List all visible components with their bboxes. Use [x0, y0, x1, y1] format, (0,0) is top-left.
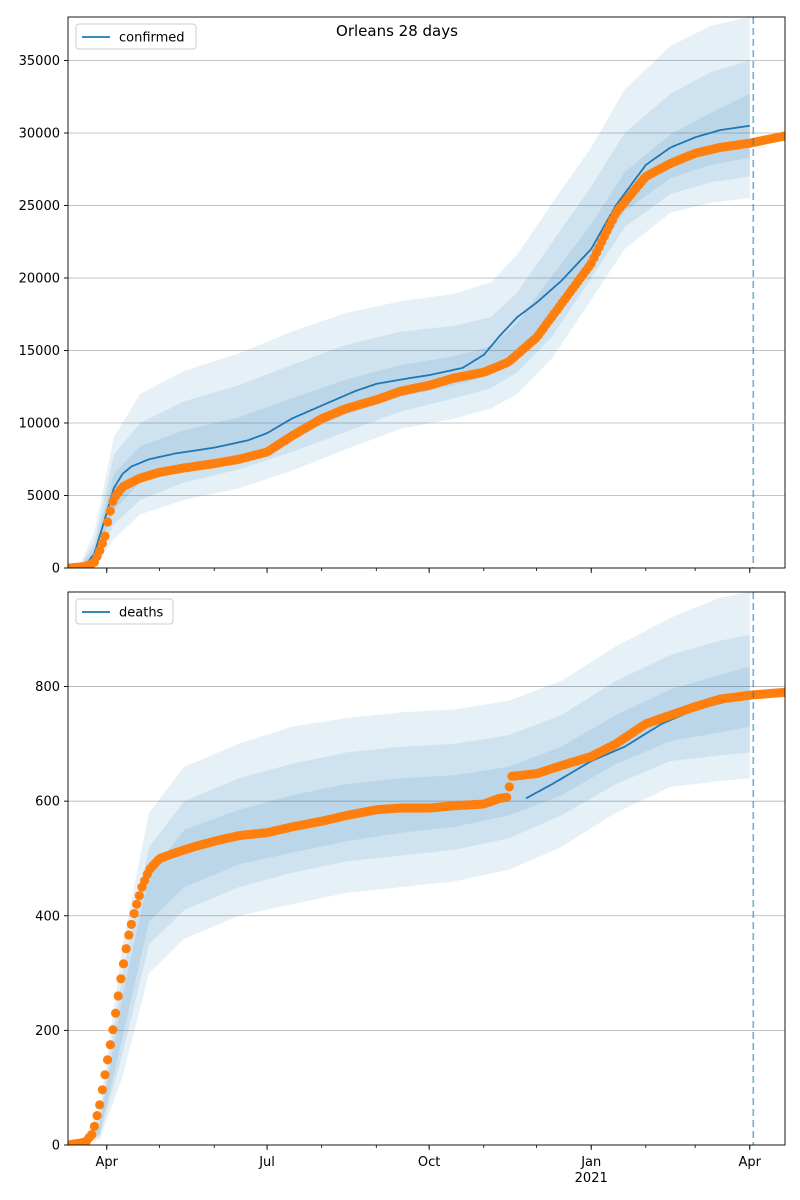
axes-frame	[67, 591, 786, 1146]
observed-point	[95, 546, 105, 556]
observed-point	[126, 919, 136, 930]
legend: confirmed	[75, 23, 197, 50]
x-tick-label: Apr	[96, 1155, 119, 1170]
y-tick-label: 15000	[19, 344, 60, 359]
observed-point	[87, 1130, 97, 1140]
uncertainty-band-inner	[78, 93, 750, 568]
figure-title: Orleans 28 days	[336, 22, 458, 40]
y-tick-label: 0	[52, 1139, 60, 1154]
uncertainty-band-outer	[78, 592, 750, 1145]
y-tick-label: 30000	[19, 127, 60, 142]
observed-point	[105, 506, 115, 516]
observed-point	[779, 131, 785, 141]
observed-point	[108, 1025, 118, 1035]
observed-point	[100, 531, 110, 541]
observed-point	[103, 1055, 113, 1065]
x-tick-label: Jul	[258, 1155, 275, 1170]
confirmed-panel: 0 5000 10000 15000 20000 25000 30000 35000 confi…	[19, 16, 786, 577]
x-tick-label: Apr	[739, 1155, 762, 1170]
observed-point	[132, 899, 142, 909]
observed-point	[779, 687, 785, 697]
y-tick-label: 35000	[19, 54, 60, 69]
y-tick-label: 600	[35, 795, 60, 810]
observed-point	[97, 1085, 107, 1095]
y-tick-label: 20000	[19, 272, 60, 287]
observed-point	[92, 1111, 102, 1121]
observed-point	[129, 909, 139, 919]
legend-label: confirmed	[119, 31, 185, 46]
y-tick-label: 800	[35, 680, 60, 695]
legend-box	[75, 598, 174, 625]
observed-point	[121, 944, 131, 954]
x-tick-label: Jan	[580, 1155, 601, 1170]
observed-point	[105, 1040, 115, 1050]
observed-point	[89, 1121, 99, 1131]
x-tick-label: Oct	[418, 1155, 440, 1170]
uncertainty-band-outer	[78, 17, 750, 568]
y-tick-label: 200	[35, 1024, 60, 1039]
y-tick-label: 25000	[19, 199, 60, 214]
observed-point	[118, 959, 129, 969]
y-tick-label: 5000	[27, 489, 60, 504]
model-line	[78, 124, 750, 568]
observed-point	[116, 974, 126, 984]
axes-frame	[67, 16, 786, 569]
observed-point	[124, 930, 134, 940]
legend-box	[75, 23, 197, 50]
observed-point	[134, 891, 144, 901]
observed-point	[504, 782, 514, 792]
observed-point	[100, 1070, 110, 1080]
y-tick-label: 400	[35, 909, 60, 924]
legend-label: deaths	[119, 606, 164, 621]
y-tick-label: 0	[52, 562, 60, 577]
observed-point	[103, 517, 113, 527]
observed-point	[113, 991, 123, 1001]
y-tick-label: 10000	[19, 417, 60, 432]
observed-point	[502, 792, 512, 803]
observed-point	[95, 1100, 105, 1110]
observed-point	[111, 1008, 121, 1018]
observed-point	[97, 538, 107, 549]
x-tick-year-label: 2021	[575, 1171, 608, 1186]
legend: deaths	[75, 598, 174, 625]
